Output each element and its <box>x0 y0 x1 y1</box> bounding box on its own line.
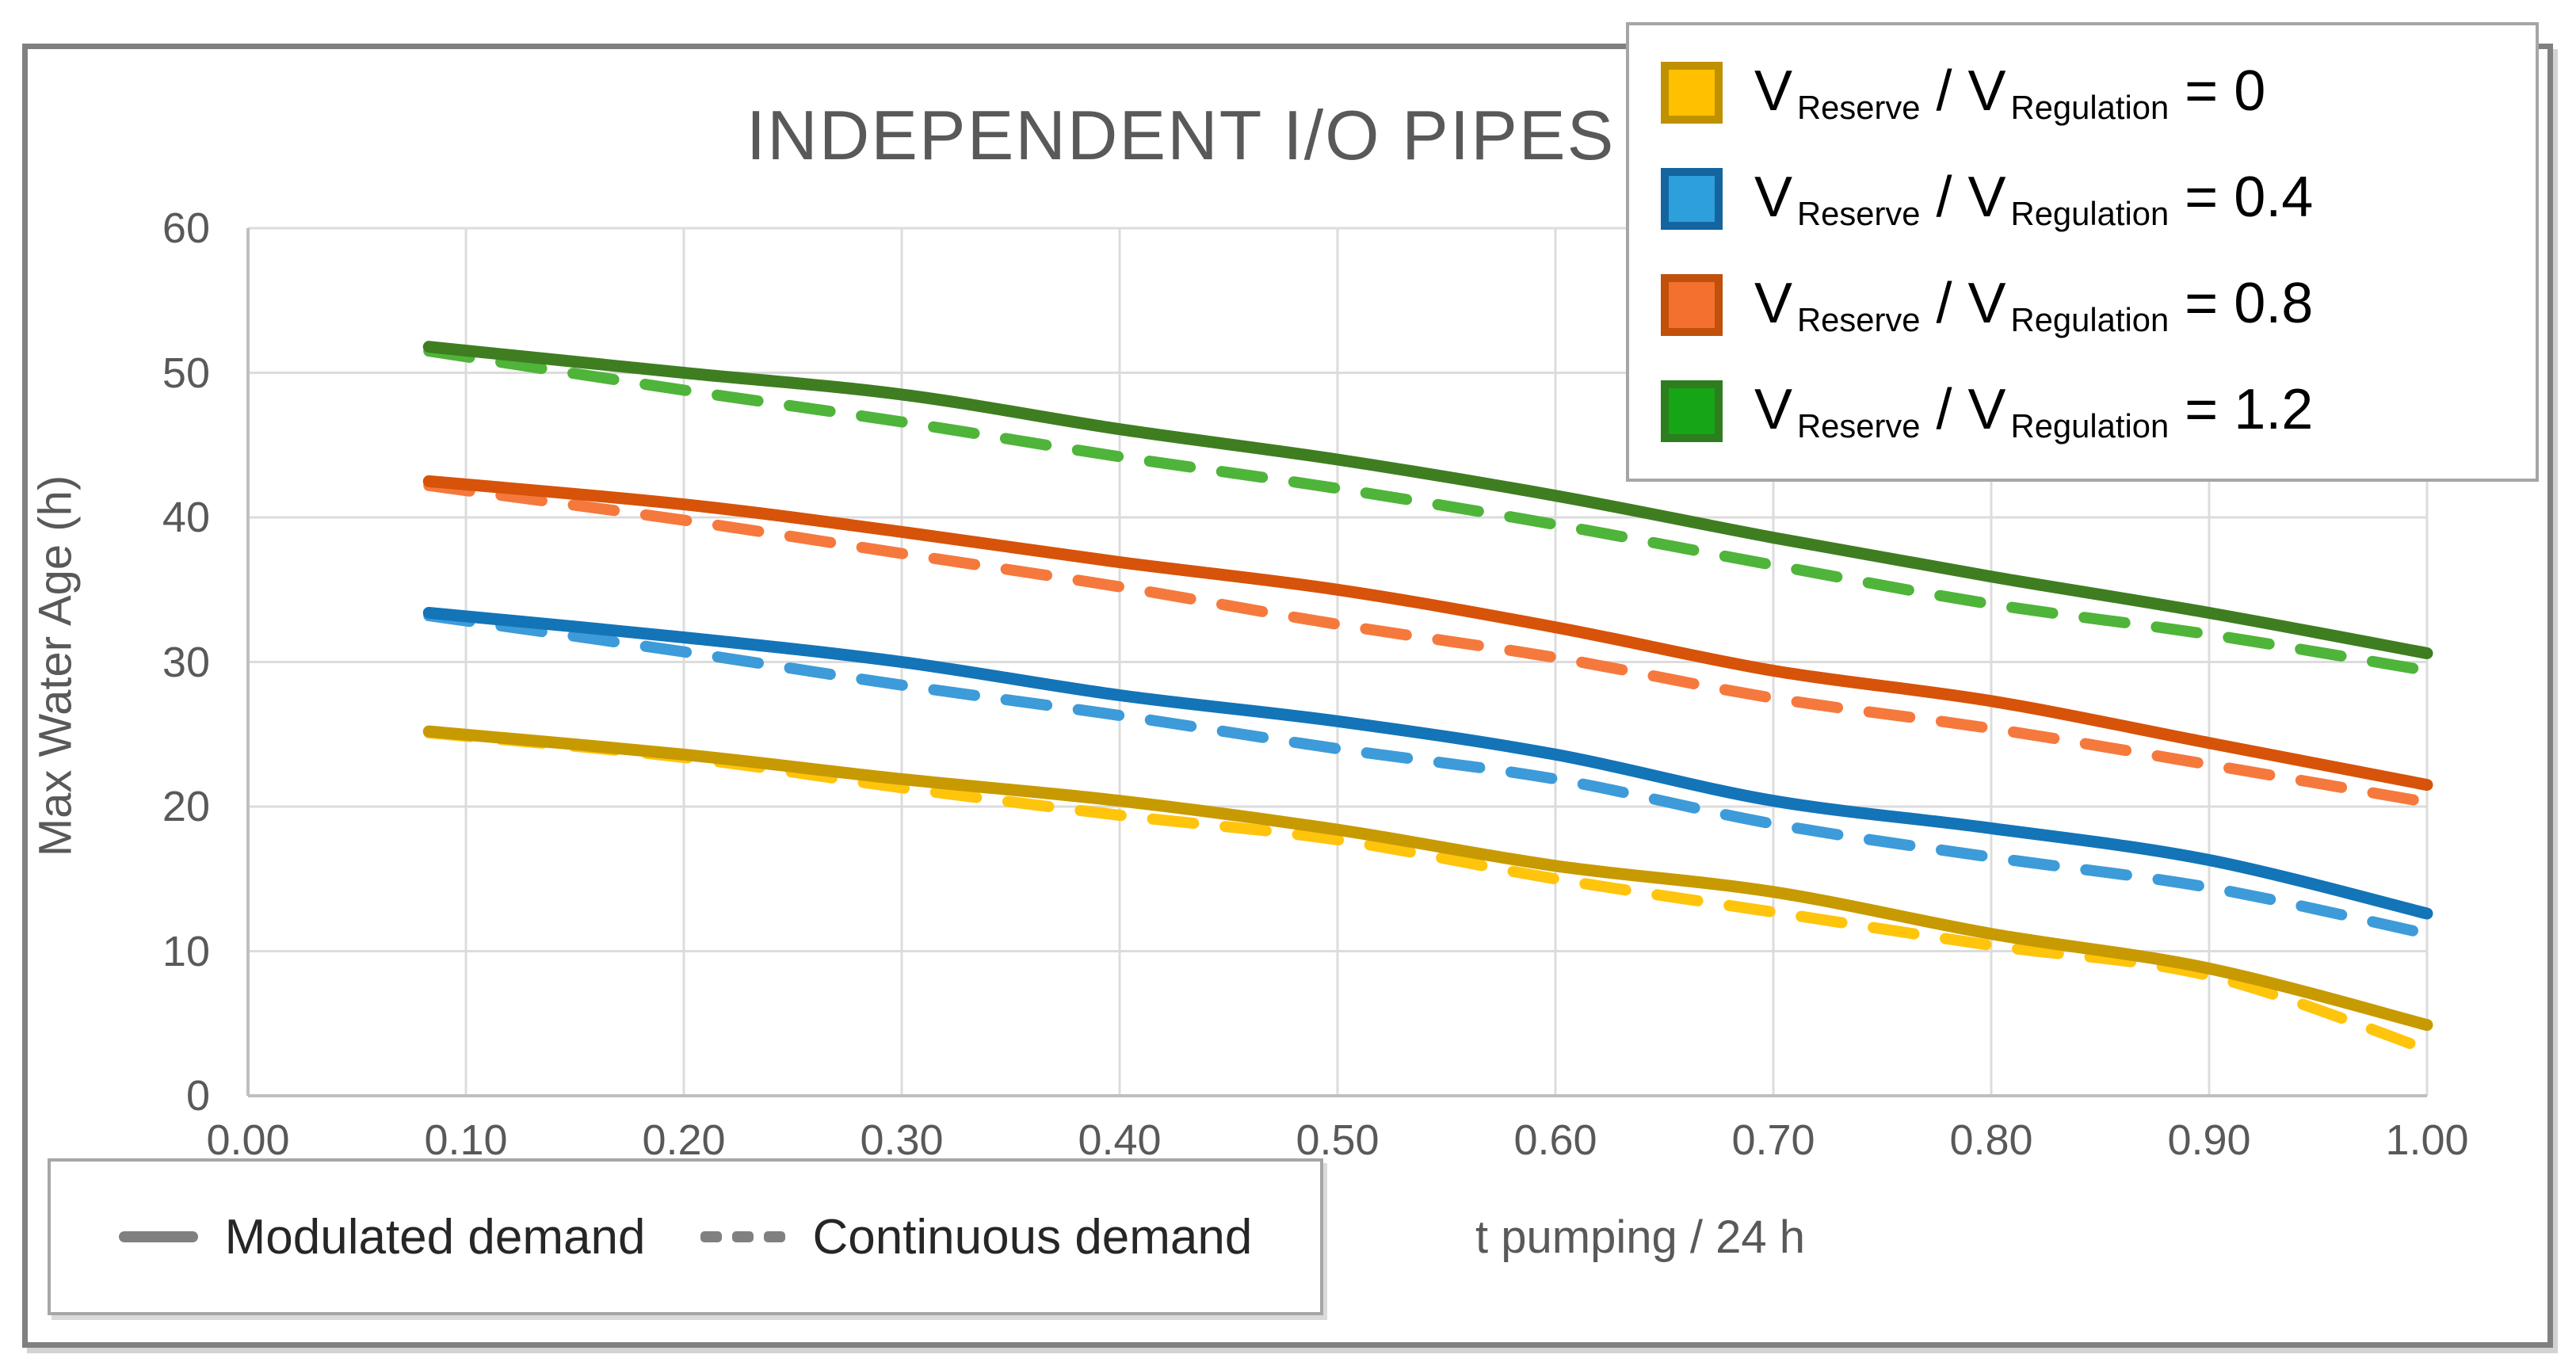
x-tick-label: 0.60 <box>1513 1116 1597 1164</box>
ratio-legend-label: V Reserve / V Regulation = 1.2 <box>1754 377 2314 445</box>
y-tick-label: 60 <box>162 204 210 252</box>
y-tick-label: 20 <box>162 783 210 830</box>
ratio-legend-label: V Reserve / V Regulation = 0.4 <box>1754 165 2314 233</box>
y-axis-title: Max Water Age (h) <box>29 475 82 857</box>
ratio-legend-label: V Reserve / V Regulation = 0.8 <box>1754 271 2314 339</box>
y-tick-label: 50 <box>162 349 210 397</box>
x-tick-label: 0.50 <box>1296 1116 1380 1164</box>
x-tick-label: 0.90 <box>2167 1116 2251 1164</box>
series-ratio-1.2-modulated <box>422 341 2433 659</box>
ratio-legend-swatch <box>1661 380 1723 442</box>
series-ratio-0.8-continuous <box>423 479 2433 808</box>
x-axis-title: t pumping / 24 h <box>1475 1211 1805 1263</box>
series-ratio-0.8-modulated <box>422 475 2433 792</box>
series-ratio-0-continuous <box>423 727 2433 1055</box>
style-legend-label: Modulated demand <box>224 1209 646 1265</box>
style-legend-item: Modulated demand <box>118 1209 646 1265</box>
ratio-legend-item: V Reserve / V Regulation = 1.2 <box>1661 377 2512 446</box>
style-legend-item: Continuous demand <box>700 1209 1252 1265</box>
x-tick-label: 0.00 <box>206 1116 290 1164</box>
x-tick-label: 0.70 <box>1731 1116 1815 1164</box>
series-ratio-1.2-continuous <box>423 345 2433 677</box>
y-tick-label: 40 <box>162 494 210 541</box>
series-ratio-0.4-continuous <box>423 610 2433 940</box>
style-legend-label: Continuous demand <box>812 1209 1253 1265</box>
solid-line-sample-icon <box>118 1231 198 1242</box>
line-style-legend: Modulated demand Continuous demand <box>48 1158 1323 1315</box>
series-ratio-0.4-modulated <box>422 606 2433 920</box>
x-tick-label: 0.10 <box>424 1116 508 1164</box>
y-tick-label: 30 <box>162 638 210 686</box>
ratio-legend-label: V Reserve / V Regulation = 0 <box>1754 59 2266 127</box>
chart-title: INDEPENDENT I/O PIPES <box>746 96 1616 174</box>
x-tick-label: 0.20 <box>642 1116 726 1164</box>
y-tick-label: 0 <box>185 1072 210 1120</box>
ratio-legend-item: V Reserve / V Regulation = 0.4 <box>1661 165 2512 234</box>
chart-outer-border <box>22 44 2553 1348</box>
ratio-legend-item: V Reserve / V Regulation = 0 <box>1661 59 2512 128</box>
x-tick-label: 1.00 <box>2385 1116 2469 1164</box>
series-ratio-0-modulated <box>422 725 2433 1032</box>
ratio-legend-swatch <box>1661 274 1723 336</box>
ratio-legend-item: V Reserve / V Regulation = 0.8 <box>1661 271 2512 340</box>
ratio-legend-swatch <box>1661 62 1723 124</box>
ratio-legend-swatch <box>1661 168 1723 230</box>
x-tick-label: 0.80 <box>1949 1116 2033 1164</box>
ratio-legend: V Reserve / V Regulation = 0 V Reserve / V Re… <box>1626 22 2539 482</box>
x-tick-label: 0.40 <box>1078 1116 1162 1164</box>
y-tick-label: 10 <box>162 927 210 975</box>
x-tick-label: 0.30 <box>860 1116 944 1164</box>
dashed-line-sample-icon <box>700 1231 786 1242</box>
